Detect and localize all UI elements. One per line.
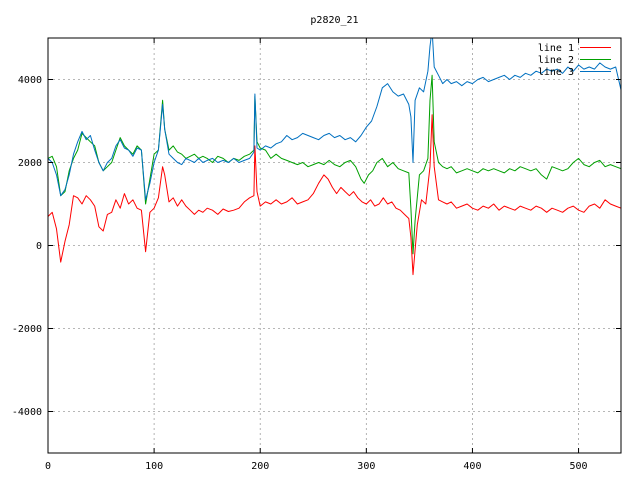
y-tick-label: 0 [36,241,42,252]
plot-area-border [47,37,622,454]
y-tick-label: 4000 [18,75,42,86]
grid [48,38,621,453]
series-lines [48,38,621,276]
axis-ticks: 0 100 200 300 400 500 -4000 -2000 0 2000 4000 [12,38,621,472]
y-tick-label: -4000 [12,407,42,418]
series-line-3 [48,38,621,201]
series-line-2 [48,74,621,255]
series-line-1 [48,114,621,276]
x-tick-label: 300 [357,461,375,472]
legend-label: line 2 [538,55,574,66]
y-tick-label: 2000 [18,158,42,169]
legend-label: line 1 [538,43,574,54]
x-tick-label: 500 [570,461,588,472]
legend-label: line 3 [538,67,574,78]
x-tick-label: 400 [463,461,481,472]
x-tick-label: 0 [45,461,51,472]
x-tick-label: 200 [251,461,269,472]
y-tick-label: -2000 [12,324,42,335]
x-tick-label: 100 [145,461,163,472]
chart-title: p2820_21 [310,15,358,26]
